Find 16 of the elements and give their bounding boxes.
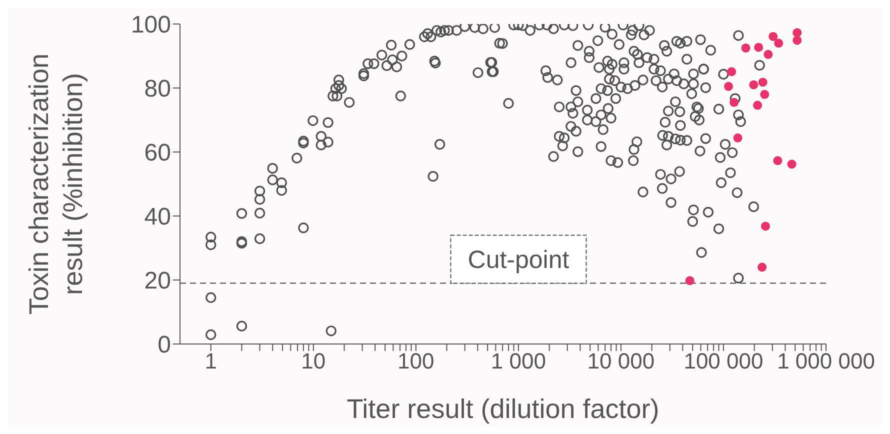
- y-tick-label: 0: [158, 332, 171, 359]
- y-tick-label: 40: [144, 204, 171, 231]
- y-tick-label: 100: [130, 12, 171, 39]
- y-axis-title: Toxin characterization result (%inhibition): [24, 53, 88, 315]
- x-axis-title: Titer result (dilution factor): [346, 394, 660, 424]
- x-tick-label: 1 000: [490, 348, 546, 374]
- x-tick-label: 10: [301, 348, 326, 374]
- x-tick-label: 100: [398, 348, 434, 374]
- x-tick-label: 1: [204, 348, 217, 374]
- ref-line-label: Cut-point: [468, 246, 570, 274]
- y-tick-label: 80: [144, 76, 171, 103]
- x-tick-label: 100 000: [684, 348, 764, 374]
- x-tick-label: 1 000 000: [777, 348, 875, 374]
- x-tick-label: 10 000: [587, 348, 655, 374]
- y-tick-label: 60: [144, 140, 171, 167]
- y-tick-label: 20: [144, 268, 171, 295]
